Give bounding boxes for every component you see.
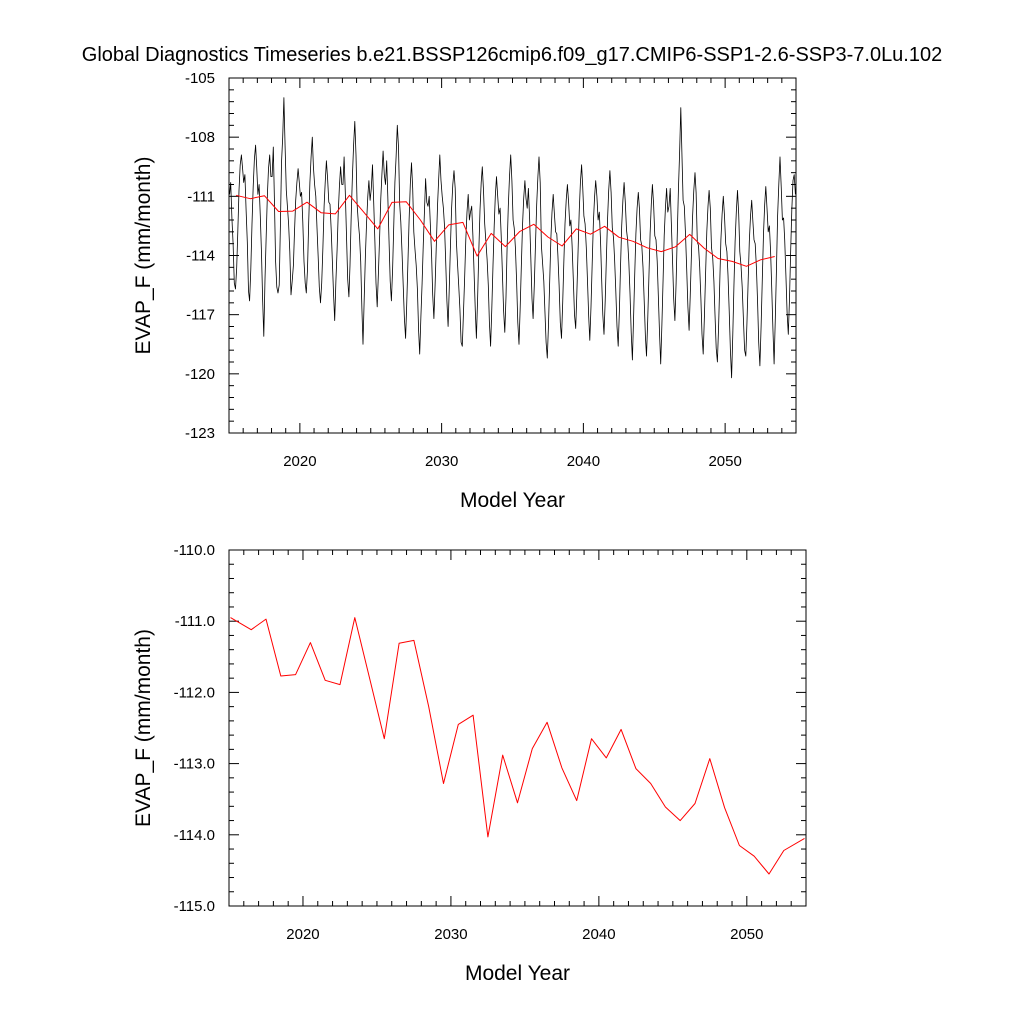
- series-line-monthly: [229, 97, 796, 379]
- y-tick-label: -105: [185, 70, 215, 87]
- y-tick-label: -114.0: [174, 827, 215, 844]
- y-tick-label: -113.0: [174, 756, 215, 773]
- y-tick-label: -115.0: [174, 898, 215, 915]
- series-line-annual: [230, 617, 805, 875]
- y-axis-title: EVAP_F (mm/month): [132, 629, 155, 827]
- chart-panel-2: 2020 2030 2040 2050 -115.0 -114.0 -113.0 -112.0…: [132, 542, 807, 985]
- y-tick-label: -114: [186, 248, 215, 265]
- y-tick-label: -117: [186, 307, 215, 324]
- x-tick-label: 2030: [434, 926, 467, 943]
- x-tick-label: 2020: [283, 453, 316, 470]
- y-axis-title: EVAP_F (mm/month): [132, 157, 155, 355]
- page-title: Global Diagnostics Timeseries b.e21.BSSP…: [81, 44, 943, 66]
- x-tick-label: 2040: [582, 926, 615, 943]
- x-axis-title: Model Year: [460, 489, 565, 512]
- chart-panel-1: 2020 2030 2040 2050 -123 -120 -117 -114 -111 -108…: [132, 70, 797, 512]
- y-tick-label: -108: [185, 129, 215, 146]
- x-tick-label: 2020: [286, 926, 319, 943]
- y-tick-label: -111: [187, 188, 215, 205]
- y-tick-label: -111.0: [175, 613, 215, 630]
- y-tick-label: -120: [185, 366, 215, 383]
- y-tick-label: -123: [185, 425, 215, 442]
- y-tick-label: -112.0: [174, 684, 215, 701]
- plot-frame: [228, 549, 807, 907]
- x-tick-label: 2030: [425, 453, 458, 470]
- x-tick-label: 2050: [730, 926, 763, 943]
- x-tick-label: 2050: [708, 453, 741, 470]
- plot-frame: [228, 77, 797, 434]
- y-tick-label: -110.0: [174, 542, 215, 559]
- x-axis-title: Model Year: [465, 962, 570, 985]
- x-tick-label: 2040: [567, 453, 600, 470]
- series-line-annual: [235, 194, 775, 267]
